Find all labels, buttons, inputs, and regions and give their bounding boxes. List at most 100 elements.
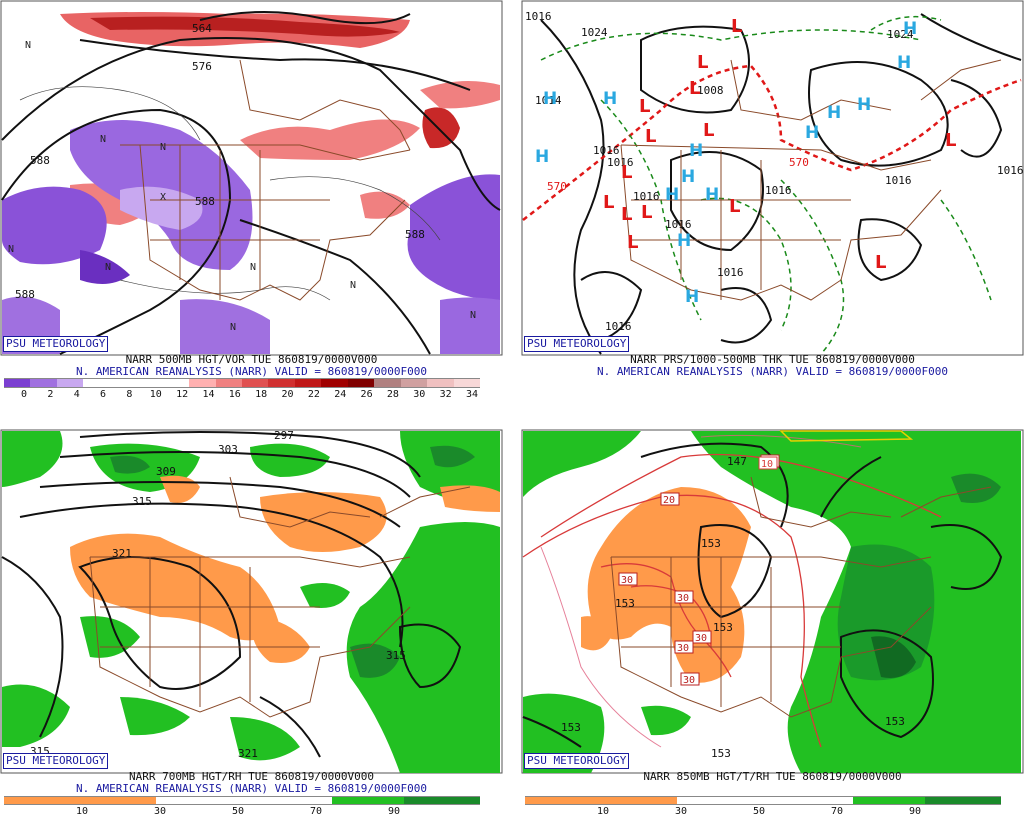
- height-label: 153: [701, 537, 721, 550]
- psu-meteorology-badge: PSU METEOROLOGY: [524, 336, 630, 352]
- scale-tick-label: 50: [752, 806, 766, 817]
- height-label: 153: [615, 597, 635, 610]
- scale-tick-label: 10: [596, 806, 610, 817]
- isobar-label: 1016: [665, 218, 692, 231]
- scale-tick-label: 10: [75, 806, 89, 817]
- scale-swatch: [400, 378, 428, 388]
- low-pressure-marker: L: [703, 120, 714, 141]
- scale-swatch: [268, 378, 295, 388]
- thickness-570-line: [522, 64, 1022, 221]
- height-contours: [522, 442, 1003, 748]
- isobar-label: 1024: [581, 26, 608, 39]
- thickness-label: 570: [789, 156, 809, 169]
- low-pressure-marker: L: [621, 162, 632, 183]
- scale-swatch: [136, 378, 163, 388]
- validity-caption: N. AMERICAN REANALYSIS (NARR) VALID = 86…: [76, 782, 427, 795]
- scale-swatch: [374, 378, 401, 388]
- product-caption: NARR 700MB HGT/RH TUE 860819/0000V000: [128, 770, 375, 783]
- height-contours: [1, 431, 462, 758]
- scale-swatch: [453, 378, 480, 388]
- scale-tick-label: 30: [674, 806, 688, 817]
- political-borders: [620, 59, 1002, 301]
- scale-swatch: [294, 378, 322, 388]
- center-mark: N: [100, 134, 106, 145]
- psu-meteorology-badge: PSU METEOROLOGY: [524, 753, 630, 769]
- scale-tick-label: 6: [100, 389, 107, 400]
- high-pressure-marker: H: [805, 123, 819, 143]
- scale-tick-label: 12: [176, 389, 189, 400]
- scale-tick-label: 16: [228, 389, 241, 400]
- low-pressure-marker: L: [945, 130, 956, 151]
- low-pressure-marker: L: [731, 16, 742, 37]
- scale-tick-label: 24: [334, 389, 347, 400]
- scale-tick-label: 4: [73, 389, 80, 400]
- scale-swatch: [853, 796, 925, 805]
- contour-label: 588: [15, 288, 35, 301]
- validity-caption: N. AMERICAN REANALYSIS (NARR) VALID = 86…: [76, 365, 427, 378]
- contour-label: 588: [195, 195, 215, 208]
- height-label: 153: [561, 721, 581, 734]
- psu-meteorology-badge: PSU METEOROLOGY: [3, 336, 109, 352]
- product-caption: NARR 500MB HGT/VOR TUE 860819/0000V000: [125, 353, 378, 366]
- high-pressure-marker: H: [543, 89, 557, 109]
- panel-500mb-vorticity: 564 576 588 588 588 588 N N N N N N N N …: [0, 0, 503, 402]
- rh700-map: 297 303 309 315 321 315 321 315: [0, 429, 503, 774]
- low-pressure-marker: L: [697, 52, 708, 73]
- height-label: 153: [713, 621, 733, 634]
- contour-label: 564: [192, 22, 212, 35]
- high-pressure-marker: H: [665, 185, 679, 205]
- isotherm-label: 10: [761, 459, 773, 470]
- high-pressure-marker: H: [689, 141, 703, 161]
- isobars: [540, 13, 1022, 355]
- center-mark: N: [470, 310, 476, 321]
- height-label: 303: [218, 443, 238, 456]
- low-pressure-marker: L: [875, 252, 886, 273]
- scale-tick-label: 90: [908, 806, 922, 817]
- scale-swatch: [332, 796, 404, 805]
- isotherm-label: 30: [677, 643, 689, 654]
- scale-tick-label: 22: [307, 389, 320, 400]
- pressure-map: 1016 1024 1014 1008 1016 1016 1016 1016 …: [521, 0, 1024, 356]
- isobar-label: 1016: [717, 266, 744, 279]
- isobar-label: 1024: [887, 28, 914, 41]
- high-pressure-marker: H: [827, 103, 841, 123]
- isotherm-label: 30: [695, 633, 707, 644]
- low-pressure-marker: L: [729, 196, 740, 217]
- vorticity-color-scale: 0 2 4 6 8 10 12 14 16 18 20 22 24 26 28 30 32 34: [0, 378, 503, 408]
- center-mark: N: [250, 262, 256, 273]
- isotherm-label: 20: [663, 495, 675, 506]
- low-pressure-marker: L: [603, 192, 614, 213]
- scale-tick-label: 32: [439, 389, 452, 400]
- thickness-label: 570: [547, 180, 567, 193]
- vorticity-min-shading: [2, 186, 107, 265]
- isobar-label: 1016: [607, 156, 634, 169]
- psu-meteorology-badge: PSU METEOROLOGY: [3, 753, 109, 769]
- scale-tick-label: 2: [47, 389, 54, 400]
- contour-label: 588: [405, 228, 425, 241]
- scale-swatch: [924, 796, 1001, 805]
- panel-700mb-rh: 297 303 309 315 321 315 321 315 PSU METE…: [0, 417, 503, 819]
- center-mark: N: [160, 142, 166, 153]
- scale-tick-label: 70: [830, 806, 844, 817]
- low-pressure-marker: L: [689, 78, 700, 99]
- contour-label: 588: [30, 154, 50, 167]
- scale-swatch: [189, 378, 216, 388]
- high-pressure-marker: H: [677, 231, 691, 251]
- height-label: 315: [132, 495, 152, 508]
- scale-swatch: [162, 378, 190, 388]
- scale-swatch: [242, 378, 269, 388]
- scale-tick-label: 0: [20, 389, 28, 400]
- rh-color-scale: 10 30 50 70 90: [0, 793, 503, 823]
- scale-swatch: [4, 796, 157, 805]
- scale-tick-label: 18: [255, 389, 268, 400]
- height-label: 321: [112, 547, 132, 560]
- isotherms: [522, 453, 942, 748]
- isobar-label: 1016: [765, 184, 792, 197]
- isobar-label: 1016: [633, 190, 660, 203]
- height-label: 297: [274, 429, 294, 442]
- high-pressure-marker: H: [897, 53, 911, 73]
- isotherm-label: 30: [677, 593, 689, 604]
- scale-swatch: [677, 796, 854, 805]
- scale-tick-label: 70: [309, 806, 323, 817]
- scale-swatch: [56, 378, 84, 388]
